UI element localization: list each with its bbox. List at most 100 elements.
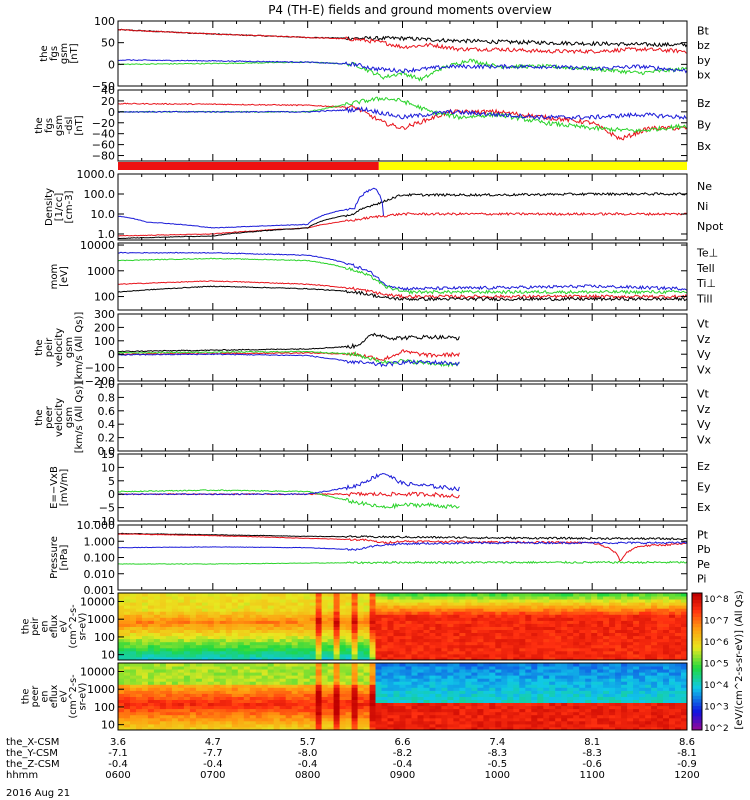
spectrogram-cell [519,711,526,716]
spectrogram-cell [153,702,161,707]
spectrogram-cell [459,687,466,691]
spectrogram-cell [639,647,646,652]
spectrogram-cell [609,705,616,710]
spectrogram-cell [351,675,359,679]
spectrogram-cell [219,638,227,643]
spectrogram-cell [477,632,484,637]
spectrogram-cell [130,687,137,691]
spectrogram-cell [651,608,658,612]
spectrogram-cell [273,605,281,609]
spectrogram-cell [339,663,347,667]
spectrogram-cell [159,669,167,673]
spectrogram-cell [393,657,400,661]
spectrogram-cell [483,611,490,615]
spectrogram-cell [136,629,143,633]
spectrogram-cell [153,635,161,640]
spectrogram-cell [543,635,550,640]
spectrogram-cell [483,608,490,612]
legend-entry-By: By [697,119,712,132]
spectrogram-cell [549,608,556,612]
spectrogram-cell [429,720,436,725]
spectrogram-cell [657,629,664,633]
spectrogram-cell [465,611,472,615]
spectrogram-cell [285,672,293,676]
spectrogram-cell [429,632,436,637]
spectrogram-cell [213,632,221,637]
spectrogram-cell [309,657,317,661]
spectrogram-cell [627,708,634,713]
spectrogram-cell [429,653,436,658]
spectrogram-cell [171,666,179,670]
series-line-Bz [117,102,688,141]
spectrogram-cell [417,663,424,667]
spectrogram-cell [555,623,562,627]
spectrogram-cell [567,672,574,676]
spectrogram-cell [255,620,263,624]
spectrogram-cell [465,708,472,713]
spectrogram-cell [231,708,239,713]
spectrogram-cell [147,599,155,603]
y-axis-label: (cm^2-s- [68,675,79,719]
spectrogram-cell [471,666,478,670]
spectrogram-cell [477,638,484,643]
spectrogram-cell [333,681,341,685]
spectrogram-cell [249,653,257,658]
spectrogram-cell [291,641,299,646]
spectrogram-cell [285,696,293,700]
spectrogram-cell [333,641,341,646]
spectrogram-cell [405,727,412,731]
spectrogram-cell [153,626,161,630]
spectrogram-cell [417,620,424,624]
spectrogram-cell [429,629,436,633]
spectrogram-cell [213,705,221,710]
spectrogram-cell [627,681,634,685]
spectrogram-cell [591,727,598,731]
spectrogram-cell [633,696,640,700]
spectrogram-cell [357,647,365,652]
spectrogram-cell [285,727,293,731]
spectrogram-cell [423,657,430,661]
y-tick-label: 100.0 [84,188,116,201]
spectrogram-cell [351,653,359,658]
spectrogram-cell [399,620,406,624]
spectrogram-cell [651,632,658,637]
spectrogram-cell [681,650,688,655]
spectrogram-cell [231,699,239,703]
spectrogram-cell [645,596,652,600]
spectrogram-cell [201,675,209,679]
spectrogram-cell [453,593,460,597]
spectrogram-cell [507,666,514,670]
ephemeris-value: 7.4 [489,737,505,748]
spectrogram-cell [567,666,574,670]
series-line-Ti⊥ [117,251,688,292]
spectrogram-cell [591,666,598,670]
spectrogram-cell [201,678,209,682]
spectrogram-cell [663,608,670,612]
spectrogram-cell [177,632,185,637]
spectrogram-cell [136,620,143,624]
spectrogram-cell [543,653,550,658]
spectrogram-cell [136,647,143,652]
spectrogram-cell [585,696,592,700]
spectrogram-cell [597,723,604,728]
spectrogram-cell [681,605,688,609]
spectrogram-cell [501,699,508,703]
spectrogram-cell [297,629,305,633]
spectrogram-cell [399,629,406,633]
y-tick-label: 15 [101,448,115,461]
spectrogram-cell [231,684,239,688]
spectrogram-cell [537,714,544,719]
spectrogram-cell [297,696,305,700]
spectrogram-cell [177,650,185,655]
spectrogram-cell [177,602,185,606]
spectrogram-cell [399,681,406,685]
spectrogram-cell [309,663,317,667]
spectrogram-cell [201,611,209,615]
spectrogram-cell [561,705,568,710]
spectrogram-cell [321,699,329,703]
spectrogram-cell [339,650,347,655]
spectrogram-cell [136,596,143,600]
spectrogram-cell [423,635,430,640]
spectrogram-cell [261,611,269,615]
spectrogram-cell [213,693,221,697]
